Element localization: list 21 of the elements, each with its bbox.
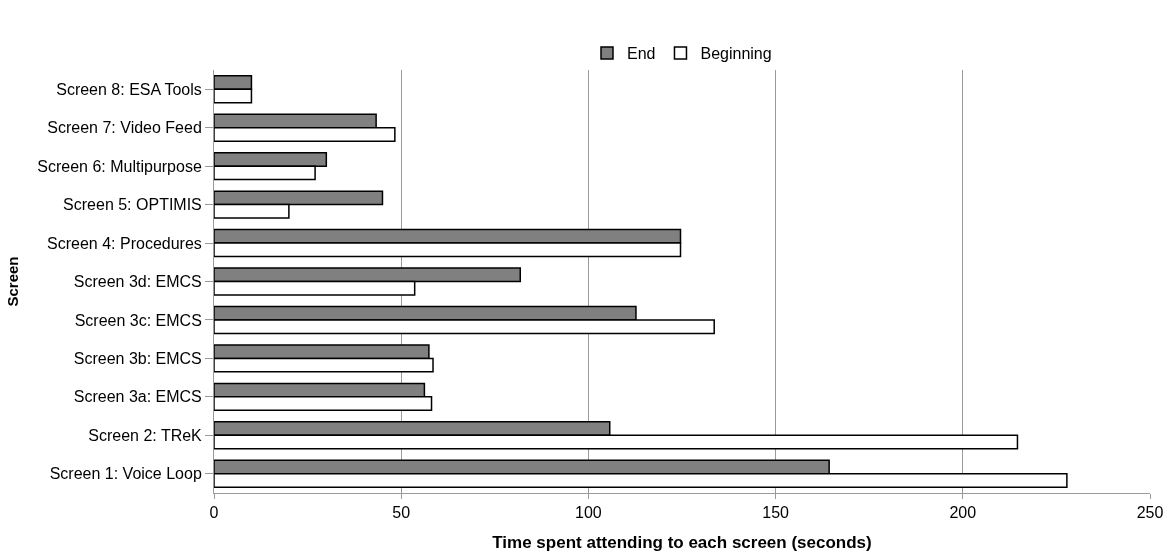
legend-label: Beginning: [700, 45, 772, 63]
legend-label: End: [627, 45, 656, 63]
x-tick-label: 50: [392, 504, 411, 522]
x-axis-title: Time spent attending to each screen (seconds): [492, 532, 872, 552]
y-tick-label: Screen 6: Multipurpose: [37, 157, 202, 175]
y-tick-label: Screen 2: TReK: [88, 426, 203, 444]
y-tick-label: Screen 7: Video Feed: [47, 119, 202, 137]
x-tick-label: 200: [949, 504, 977, 522]
y-tick-label: Screen 3c: EMCS: [74, 311, 202, 329]
x-tick-label: 150: [762, 504, 790, 522]
x-tick-label: 250: [1136, 504, 1164, 522]
y-tick-label: Screen 4: Procedures: [47, 234, 202, 252]
x-tick-label: 100: [575, 504, 602, 522]
y-tick-label: Screen 8: ESA Tools: [56, 80, 202, 98]
y-tick-label: Screen 3a: EMCS: [73, 388, 202, 406]
x-tick-label: 0: [209, 504, 219, 522]
y-tick-label: Screen 3d: EMCS: [73, 273, 202, 291]
y-tick-label: Screen 5: OPTIMIS: [63, 196, 202, 214]
y-tick-label: Screen 1: Voice Loop: [49, 465, 202, 483]
y-tick-label: Screen 3b: EMCS: [73, 350, 202, 368]
y-axis-title: Screen: [3, 256, 21, 307]
